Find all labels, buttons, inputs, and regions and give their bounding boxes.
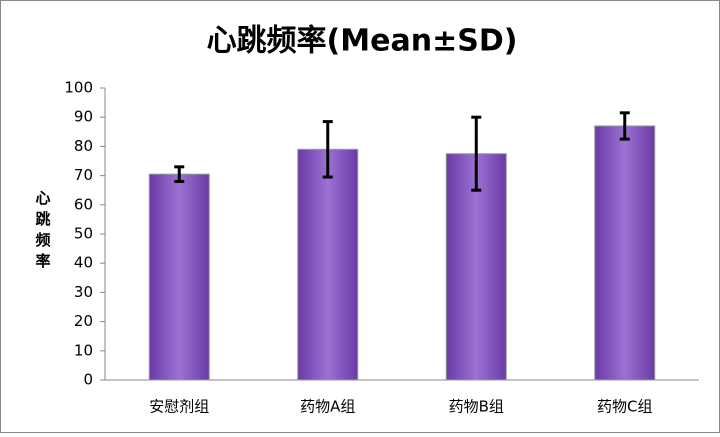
x-tick-label: 药物A组 xyxy=(300,398,355,416)
bar xyxy=(148,173,210,381)
bar xyxy=(297,148,359,381)
y-axis-label: 心跳频率 xyxy=(34,190,52,274)
y-tick-label: 90 xyxy=(74,108,93,126)
bar xyxy=(594,125,656,381)
x-tick-label: 药物B组 xyxy=(449,398,504,416)
error-bar xyxy=(471,115,482,192)
chart-title: 心跳频率(Mean±SD) xyxy=(207,24,518,59)
y-tick-label: 30 xyxy=(74,283,93,301)
y-tick-label: 20 xyxy=(74,312,93,330)
x-tick-label: 安慰剂组 xyxy=(149,398,209,416)
y-tick-label: 100 xyxy=(64,79,93,97)
y-tick-label: 70 xyxy=(74,166,93,184)
y-tick-label: 10 xyxy=(74,341,93,359)
error-bar xyxy=(322,120,333,179)
error-bar xyxy=(619,111,630,141)
y-tick-label: 80 xyxy=(74,137,93,155)
y-tick-label: 60 xyxy=(74,195,93,213)
y-tick-label: 40 xyxy=(74,254,93,272)
error-bar xyxy=(174,165,185,183)
y-tick-label: 0 xyxy=(83,371,93,389)
x-tick-label: 药物C组 xyxy=(597,398,652,416)
y-tick-label: 50 xyxy=(74,225,93,243)
